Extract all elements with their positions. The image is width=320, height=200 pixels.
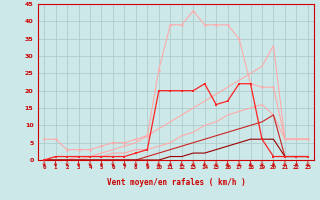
X-axis label: Vent moyen/en rafales ( km/h ): Vent moyen/en rafales ( km/h )	[107, 178, 245, 187]
